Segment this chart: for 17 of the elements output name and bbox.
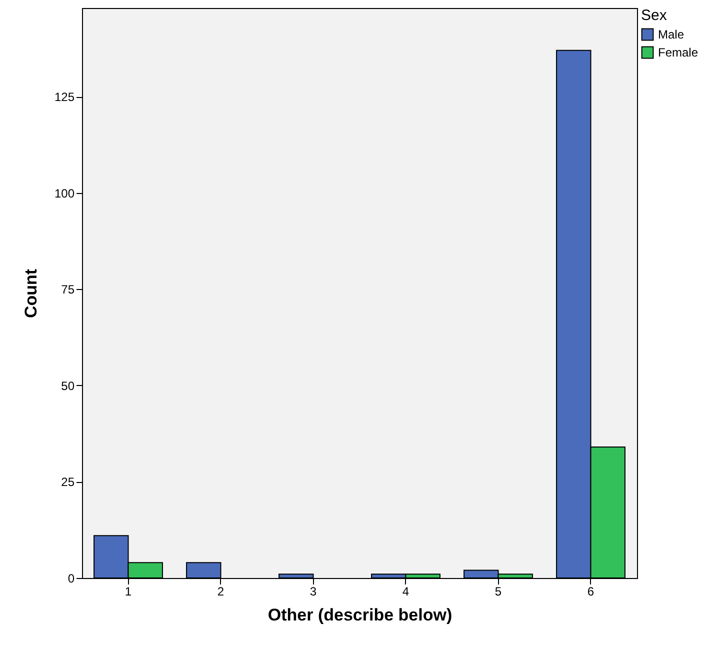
y-tick-label: 75 [61,282,75,297]
x-tick-label: 2 [217,584,224,598]
y-tick-label: 25 [61,475,75,490]
y-tick-label: 0 [68,572,75,586]
legend-title: Sex [641,7,668,24]
legend-label: Male [658,28,684,42]
x-tick-label: 6 [587,584,594,598]
y-tick-label: 100 [54,186,75,200]
x-tick-label: 4 [402,584,410,598]
y-axis-title: Count [21,268,40,318]
x-tick-label: 1 [124,584,132,598]
x-tick-label: 5 [494,584,502,598]
y-tick-label: 125 [54,90,75,104]
x-axis-title: Other (describe below) [268,606,452,624]
x-tick-label: 3 [310,584,317,598]
y-tick-label: 50 [61,378,75,393]
legend-label: Female [658,46,698,60]
